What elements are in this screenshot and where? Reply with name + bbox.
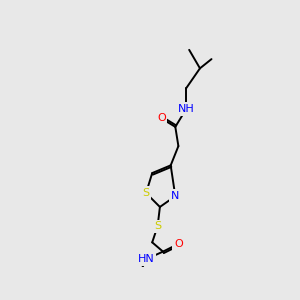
Text: O: O: [174, 239, 183, 249]
Text: S: S: [154, 221, 161, 231]
Text: NH: NH: [178, 104, 194, 114]
Text: S: S: [142, 188, 150, 198]
Text: O: O: [157, 113, 166, 123]
Text: HN: HN: [138, 254, 154, 264]
Text: N: N: [171, 191, 179, 201]
